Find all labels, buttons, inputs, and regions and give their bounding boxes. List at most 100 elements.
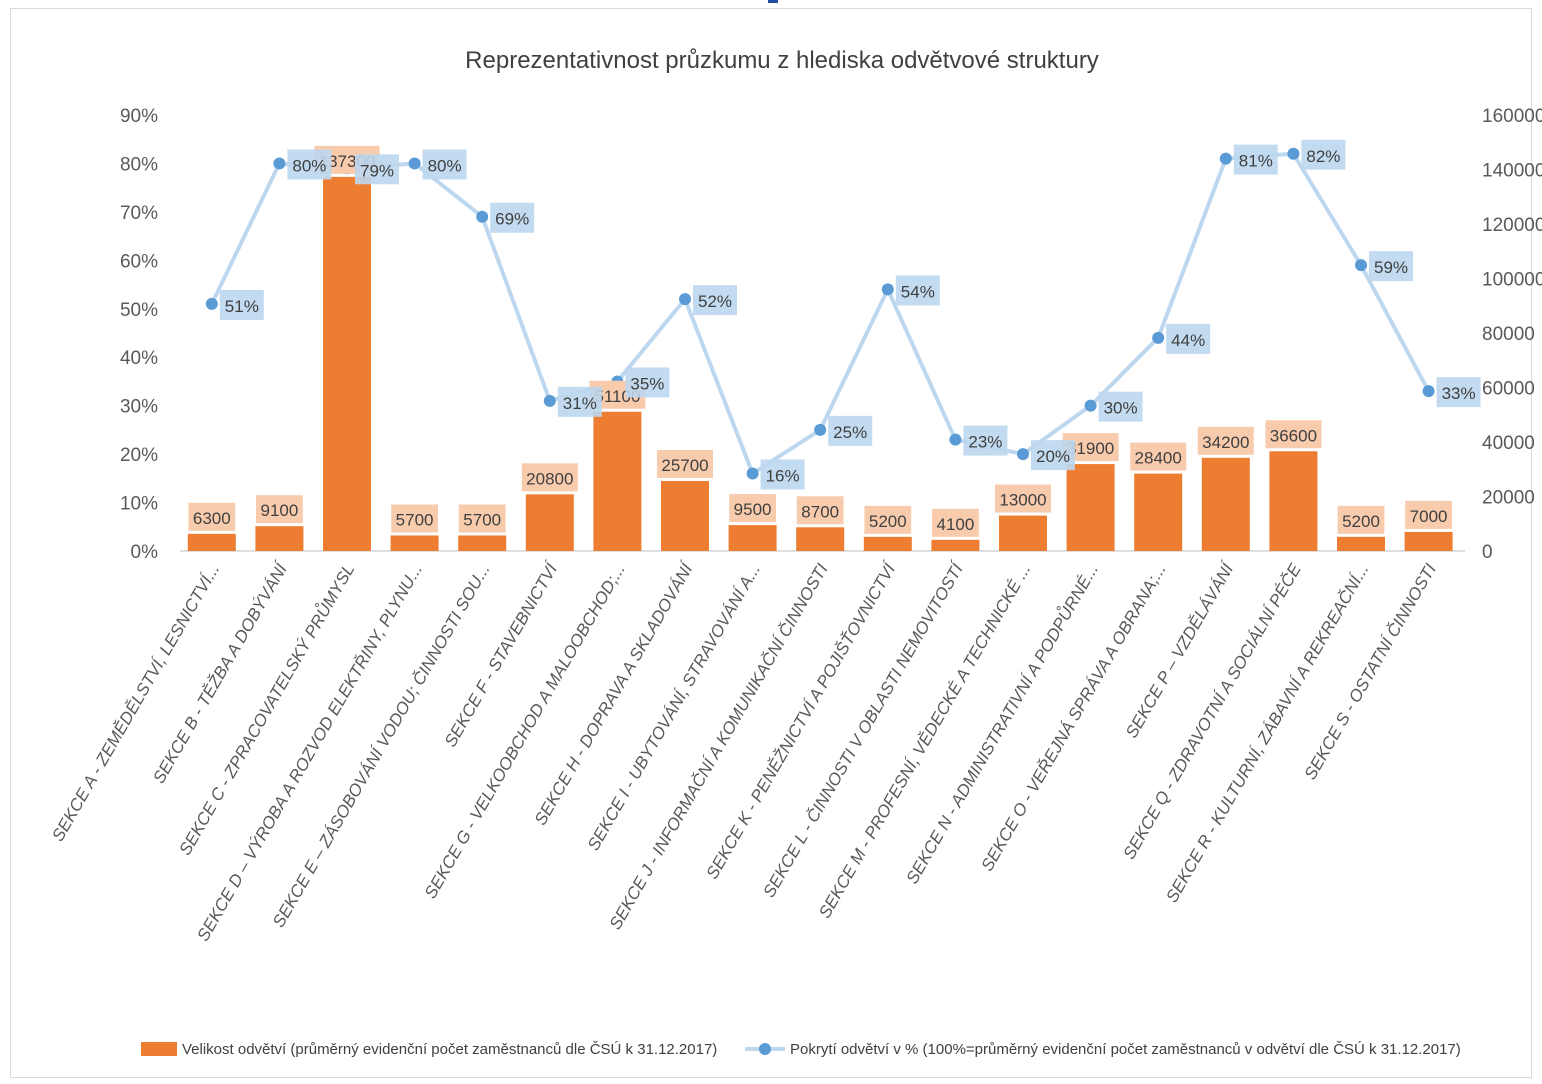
legend-bar-label: Velikost odvětví (průměrný evidenční poč… — [182, 1041, 717, 1058]
left-axis: 0% 10% 20% 30% 40% 50% 60% 70% 80% 90% — [120, 106, 158, 563]
left-axis-tick-label: 30% — [120, 397, 158, 418]
line-point — [679, 293, 691, 306]
bar — [1404, 531, 1453, 551]
line-label-background — [1301, 139, 1346, 170]
line-data-label: 33% — [1442, 384, 1476, 403]
line-label-background — [625, 367, 670, 398]
line-data-label: 23% — [968, 433, 1002, 452]
line-data-label: 59% — [1374, 258, 1408, 277]
bar — [525, 494, 574, 551]
bar-label-background — [1197, 426, 1254, 455]
line-label-background — [693, 285, 737, 316]
bar — [1269, 451, 1318, 551]
line-label-background — [355, 154, 399, 185]
bar — [863, 536, 912, 551]
line-data-label: 20% — [1036, 447, 1070, 466]
line-data-label: 69% — [495, 210, 529, 229]
bar — [255, 526, 304, 551]
line-label-background — [1436, 377, 1481, 408]
bar-label-background — [932, 508, 979, 537]
bar — [323, 176, 371, 552]
bar-label-background — [1405, 500, 1452, 529]
bar-data-label: 34200 — [1202, 433, 1249, 452]
line-point — [1084, 399, 1097, 412]
bar-data-label: 5700 — [396, 510, 434, 529]
bar-label-background — [458, 504, 506, 533]
line-point — [273, 157, 286, 170]
line-point — [1422, 385, 1435, 398]
bar-label-background — [521, 463, 578, 492]
bar — [1134, 473, 1183, 551]
line-label-background — [963, 425, 1008, 456]
left-axis-tick-label: 50% — [120, 300, 158, 321]
line-point — [1017, 448, 1029, 461]
bar-data-label: 25700 — [661, 456, 708, 475]
line-label-background — [895, 275, 940, 306]
bar — [931, 539, 980, 551]
bar-label-background — [729, 494, 776, 523]
left-axis-tick-label: 80% — [120, 154, 158, 175]
line-data-label: 25% — [833, 423, 867, 442]
right-axis-tick-label: 20000 — [1482, 488, 1535, 509]
line-data-label: 35% — [630, 374, 664, 393]
bar — [187, 533, 236, 551]
bar-data-label: 36600 — [1270, 426, 1317, 445]
bar-data-label: 4100 — [936, 515, 974, 534]
bar — [728, 525, 777, 551]
bar-label-background — [391, 504, 438, 533]
line-label-background — [1233, 144, 1278, 175]
line-data-label: 52% — [698, 292, 732, 311]
right-axis: 0 20000 40000 60000 80000 100000 120000 140000 1… — [1482, 106, 1542, 563]
line-data-label: 80% — [428, 156, 462, 175]
bar-label-background — [256, 495, 303, 524]
category-label: SEKCE B - TĚŽBA A DOBÝVÁNÍ — [149, 559, 292, 787]
line-point — [1219, 152, 1232, 165]
line-point — [476, 210, 489, 223]
left-axis-tick-label: 90% — [120, 106, 158, 127]
line-data-label: 44% — [1171, 331, 1205, 350]
bar-data-label: 9500 — [734, 500, 772, 519]
line-label-background — [490, 202, 535, 233]
category-label: SEKCE S - OSTATNÍ ČINNOSTI — [1301, 560, 1441, 783]
bar-label-background — [995, 484, 1051, 513]
bar-data-label: 5200 — [1342, 512, 1380, 531]
category-label: SEKCE F - STAVEBNICTVÍ — [441, 559, 563, 751]
bar-data-label: 6300 — [193, 509, 231, 528]
line-label-background — [1166, 323, 1211, 354]
legend: Velikost odvětví (průměrný evidenční poč… — [141, 1041, 1461, 1058]
legend-line-label: Pokrytí odvětví v % (100%=průměrný evide… — [790, 1041, 1461, 1058]
line-data-label: 81% — [1239, 152, 1273, 171]
bar-data-label: 5200 — [869, 512, 907, 531]
line-data-label: 82% — [1306, 147, 1340, 166]
right-axis-tick-label: 0 — [1482, 542, 1493, 563]
line-label-background — [287, 149, 332, 180]
bar — [593, 411, 642, 551]
legend-bar-swatch — [141, 1042, 177, 1056]
bar — [796, 527, 845, 551]
left-axis-tick-label: 20% — [120, 445, 158, 466]
right-axis-tick-label: 80000 — [1482, 324, 1535, 345]
line-point — [746, 467, 759, 480]
bar-data-label: 5700 — [463, 510, 501, 529]
bar-label-background — [1265, 420, 1322, 449]
line-label-background — [422, 149, 467, 180]
bar-data-label: 8700 — [801, 502, 839, 521]
line-point — [1355, 259, 1367, 272]
bar-label-background — [796, 496, 844, 525]
bar-label-background — [864, 505, 912, 534]
left-axis-tick-label: 40% — [120, 348, 158, 369]
right-axis-tick-label: 120000 — [1482, 215, 1542, 236]
right-axis-tick-label: 100000 — [1482, 270, 1542, 291]
line-data-label: 16% — [766, 466, 800, 485]
line-label-background — [557, 386, 602, 417]
line-data-label: 79% — [360, 161, 394, 180]
right-axis-tick-label: 140000 — [1482, 161, 1542, 182]
left-axis-tick-label: 0% — [131, 542, 159, 563]
bar-data-label: 13000 — [999, 491, 1046, 510]
legend-line-marker — [759, 1043, 771, 1055]
line-point — [881, 283, 894, 296]
line-point — [408, 157, 421, 170]
bar-data-label: 20800 — [526, 469, 573, 488]
